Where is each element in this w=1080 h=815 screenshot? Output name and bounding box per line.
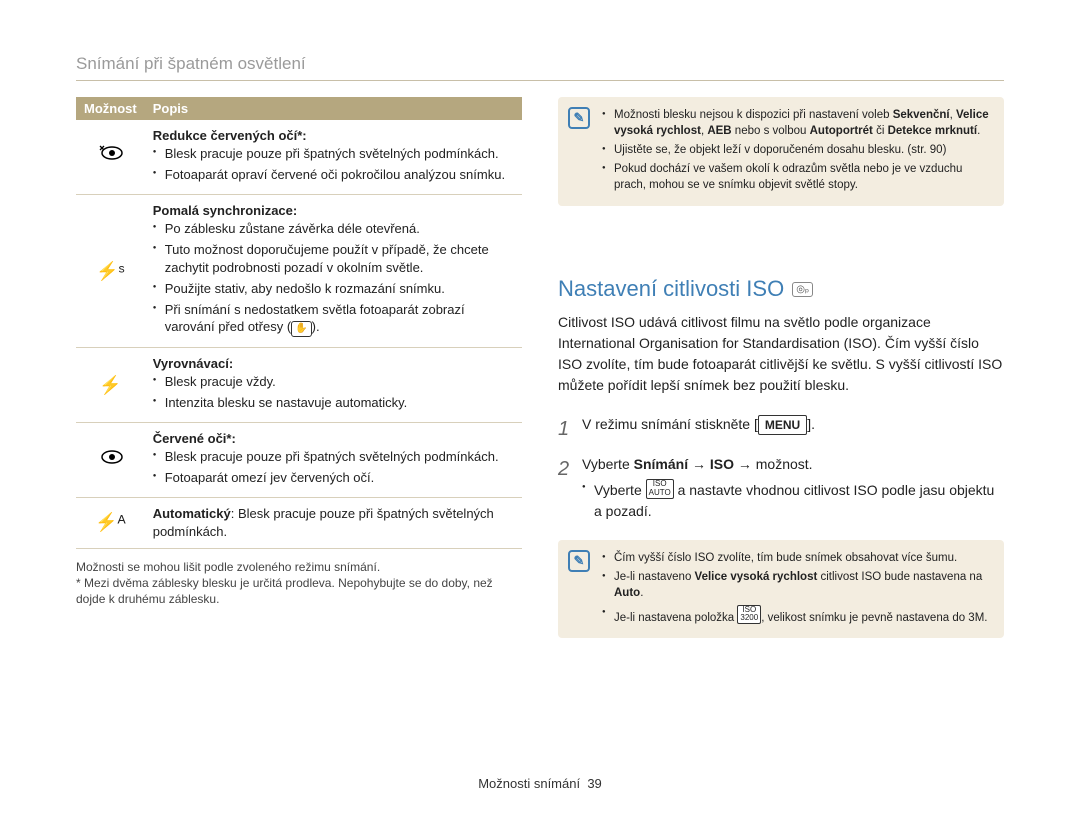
info-item: Je-li nastaveno Velice vysoká rychlost c…	[602, 569, 990, 601]
step-2-pre: Vyberte	[582, 456, 634, 472]
page-header: Snímání při špatném osvětlení	[76, 54, 1004, 81]
option-icon: ⚡	[76, 348, 145, 423]
footnotes: Možnosti se mohou lišit podle zvoleného …	[76, 559, 522, 608]
iso-title-text: Nastavení citlivosti ISO	[558, 276, 784, 302]
step-2-number: 2	[558, 454, 582, 522]
option-icon: ⚡ˢ	[76, 194, 145, 347]
info-item: Ujistěte se, že objekt leží v doporučené…	[602, 142, 990, 158]
option-desc: Červené oči*:Blesk pracuje pouze při špa…	[145, 423, 522, 498]
step-1-pre: V režimu snímání stiskněte [	[582, 416, 758, 432]
info-box-flash: ✎ Možnosti blesku nejsou k dispozici při…	[558, 97, 1004, 206]
col-header-desc: Popis	[145, 97, 522, 120]
footer-label: Možnosti snímání	[478, 776, 580, 791]
option-icon	[76, 120, 145, 194]
option-desc: Automatický: Blesk pracuje pouze při špa…	[145, 497, 522, 548]
footer-page-number: 39	[587, 776, 601, 791]
step2-sub-pre: Vyberte	[594, 482, 646, 498]
option-icon: ⚡ᴬ	[76, 497, 145, 548]
menu-button-label: MENU	[758, 415, 807, 435]
col-header-option: Možnost	[76, 97, 145, 120]
iso-auto-icon: ISOAUTO	[646, 479, 674, 499]
step-2: 2 Vyberte Snímání → ISO → možnost. Vyber…	[558, 454, 1004, 522]
option-desc: Vyrovnávací:Blesk pracuje vždy.Intenzita…	[145, 348, 522, 423]
step-2-sub: Vyberte ISOAUTO a nastavte vhodnou citli…	[582, 479, 1004, 522]
info-item: Čím vyšší číslo ISO zvolíte, tím bude sn…	[602, 550, 990, 566]
options-table: Možnost Popis Redukce červených očí*:Ble…	[76, 97, 522, 549]
info-icon: ✎	[568, 107, 590, 129]
step-1: 1 V režimu snímání stiskněte [MENU].	[558, 414, 1004, 444]
right-column: ✎ Možnosti blesku nejsou k dispozici při…	[558, 97, 1004, 658]
page-footer: Možnosti snímání 39	[0, 776, 1080, 791]
step-1-number: 1	[558, 414, 582, 444]
option-desc: Pomalá synchronizace:Po záblesku zůstane…	[145, 194, 522, 347]
step-1-post: ].	[807, 416, 815, 432]
left-column: Možnost Popis Redukce červených očí*:Ble…	[76, 97, 522, 658]
info-icon: ✎	[568, 550, 590, 572]
mode-badge-icon: ◎ₚ	[792, 282, 813, 297]
option-icon	[76, 423, 145, 498]
info-item: Je-li nastavena položka ISO3200, velikos…	[602, 605, 990, 626]
iso-description: Citlivost ISO udává citlivost filmu na s…	[558, 312, 1004, 396]
step-2-bold: Snímání → ISO →	[634, 456, 752, 472]
step-2-post: možnost.	[752, 456, 813, 472]
info-item: Možnosti blesku nejsou k dispozici při n…	[602, 107, 990, 139]
iso-section-title: Nastavení citlivosti ISO ◎ₚ	[558, 276, 1004, 302]
option-desc: Redukce červených očí*:Blesk pracuje pou…	[145, 120, 522, 194]
info-item: Pokud dochází ve vašem okolí k odrazům s…	[602, 161, 990, 193]
info-box-iso: ✎ Čím vyšší číslo ISO zvolíte, tím bude …	[558, 540, 1004, 638]
